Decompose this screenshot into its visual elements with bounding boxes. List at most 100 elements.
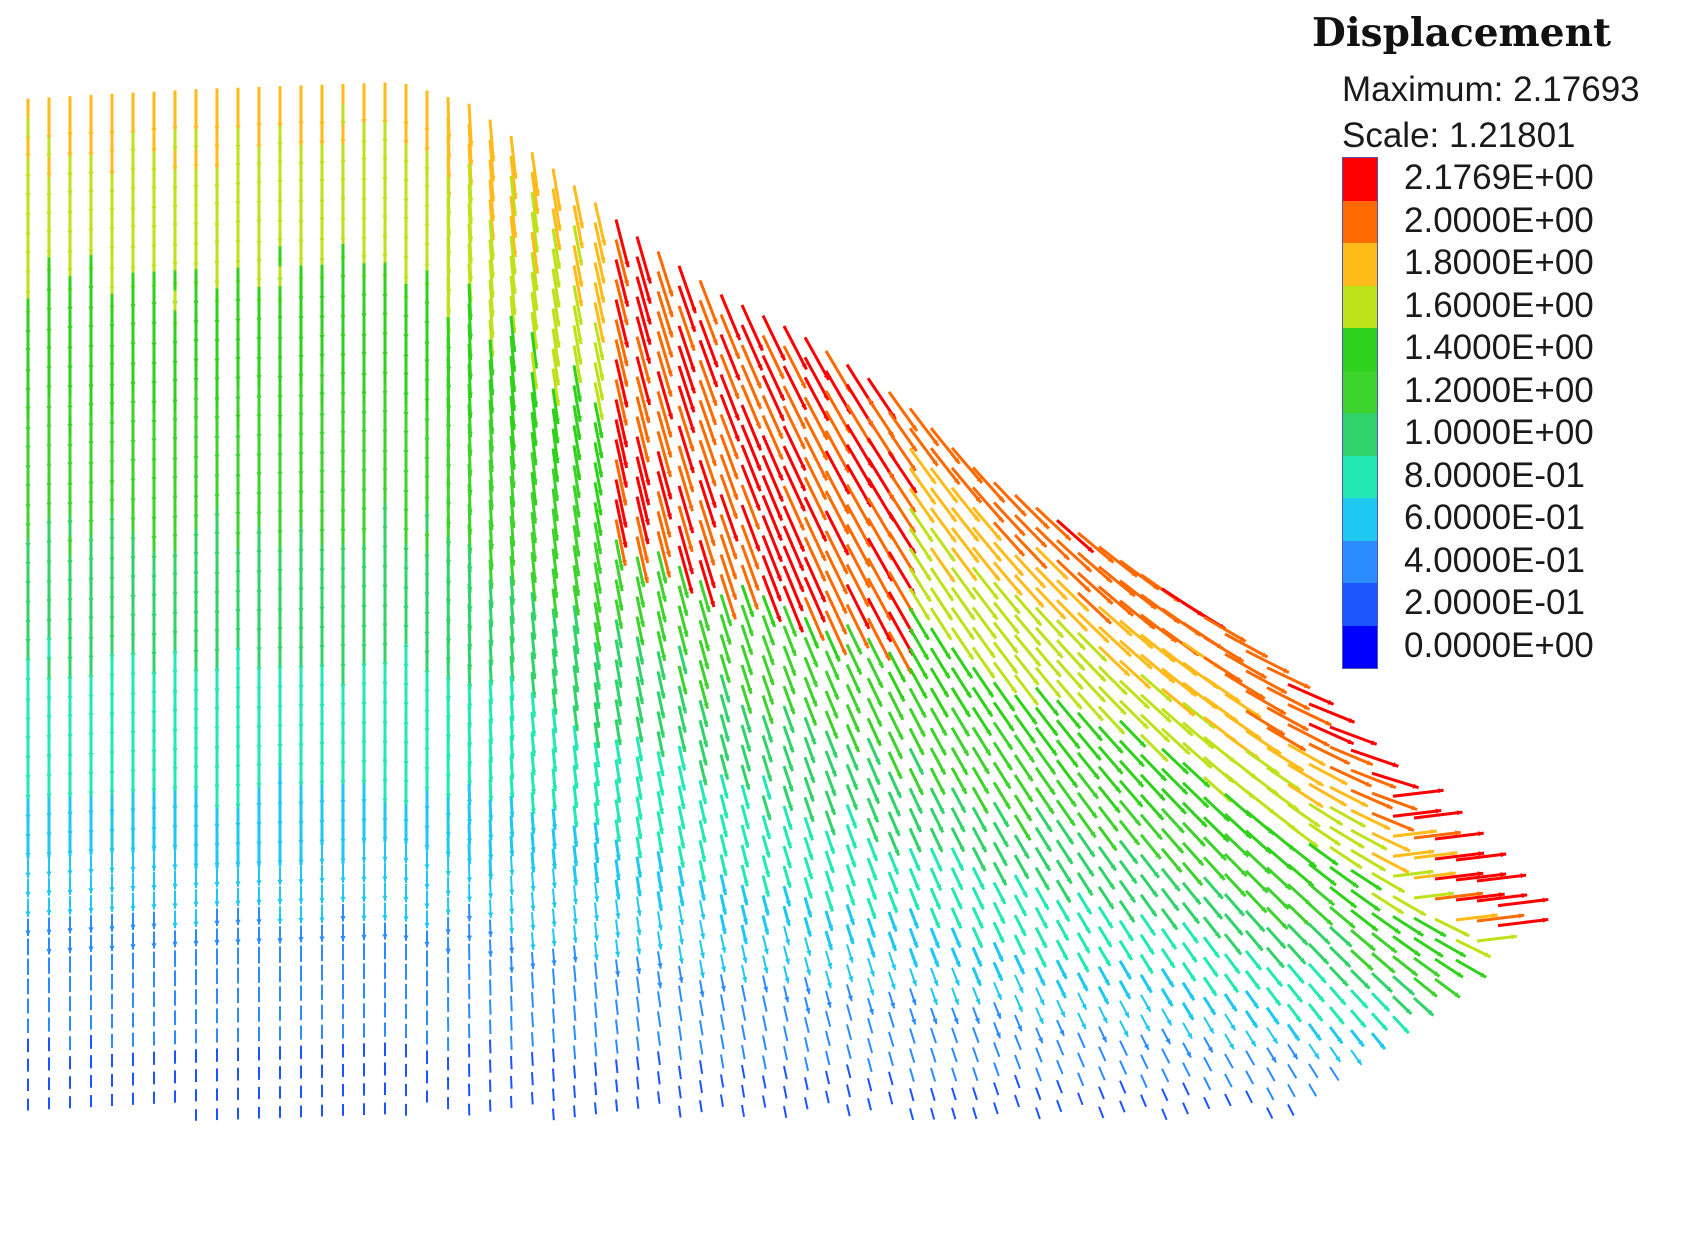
displacement-vector-head <box>466 896 472 902</box>
displacement-vector <box>656 250 674 297</box>
displacement-vector-head <box>530 924 536 931</box>
displacement-vector-head <box>1499 892 1505 898</box>
displacement-vector-head <box>841 607 847 614</box>
displacement-vector-head <box>689 406 695 413</box>
displacement-vector-head <box>235 822 241 829</box>
displacement-vector <box>761 334 785 380</box>
displacement-vector <box>741 984 747 1002</box>
displacement-vector-head <box>1079 643 1085 650</box>
displacement-vector-head <box>710 539 716 546</box>
displacement-vector-head <box>939 788 945 795</box>
displacement-vector <box>1077 1092 1084 1106</box>
displacement-vector-head <box>1033 679 1039 685</box>
displacement-vector <box>488 179 495 222</box>
displacement-vector <box>593 222 606 264</box>
displacement-vector-head <box>488 893 494 899</box>
displacement-vector-head <box>1157 814 1164 820</box>
displacement-vector-head <box>1356 863 1362 869</box>
displacement-vector-head <box>1085 927 1090 934</box>
displacement-vector-head <box>193 882 199 888</box>
displacement-vector-head <box>277 899 283 905</box>
displacement-vector <box>887 531 916 574</box>
displacement-vector <box>929 667 950 698</box>
displacement-vector <box>530 171 540 215</box>
displacement-vector-head <box>982 807 988 814</box>
displacement-vector <box>1182 701 1216 730</box>
displacement-vector <box>656 491 672 538</box>
displacement-vector-head <box>403 819 409 825</box>
displacement-vector <box>887 651 907 683</box>
displacement-vector-head <box>721 966 727 973</box>
displacement-vector-head <box>957 883 963 890</box>
displacement-vector-head <box>214 882 220 888</box>
displacement-vector <box>573 1005 577 1021</box>
displacement-vector <box>1097 765 1122 794</box>
displacement-vector-head <box>1388 967 1395 973</box>
displacement-vector-head <box>660 673 666 680</box>
displacement-vector <box>509 275 517 316</box>
displacement-vector-head <box>954 457 960 464</box>
displacement-vector-head <box>577 358 583 365</box>
displacement-vector-head <box>925 595 931 602</box>
displacement-vector-head <box>805 969 811 976</box>
displacement-vector-head <box>933 980 939 986</box>
displacement-vector-head <box>594 857 600 864</box>
displacement-vector-head <box>1125 650 1131 657</box>
displacement-vector <box>719 293 742 341</box>
displacement-vector-head <box>896 791 901 798</box>
displacement-vector-head <box>776 575 782 582</box>
displacement-vector-head <box>1239 636 1246 642</box>
displacement-vector-head <box>776 615 781 622</box>
displacement-vector-head <box>877 681 883 688</box>
displacement-vector-head <box>755 422 761 429</box>
displacement-vector <box>615 1079 619 1093</box>
displacement-vector-head <box>1106 576 1112 583</box>
displacement-vector-head <box>1316 801 1323 807</box>
displacement-vector-head <box>914 884 920 891</box>
displacement-vector-head <box>576 474 582 481</box>
displacement-vector <box>761 494 783 542</box>
displacement-vector <box>1371 911 1402 935</box>
displacement-vector-head <box>573 860 579 867</box>
displacement-vector <box>887 391 919 432</box>
displacement-vector <box>719 494 739 542</box>
displacement-vector <box>1223 812 1253 840</box>
displacement-vector-head <box>319 780 325 787</box>
displacement-vector-head <box>88 888 94 894</box>
displacement-vector-head <box>1255 964 1262 970</box>
displacement-vector <box>530 212 539 253</box>
displacement-vector-head <box>871 893 877 900</box>
displacement-vector-head <box>598 452 604 459</box>
displacement-vector-head <box>721 947 727 953</box>
displacement-vector <box>804 1057 810 1072</box>
displacement-vector-head <box>926 555 932 562</box>
displacement-vector-head <box>172 903 178 909</box>
displacement-vector <box>509 435 516 470</box>
displacement-vector-head <box>130 944 136 950</box>
displacement-vector-head <box>1326 919 1333 925</box>
displacement-vector-head <box>46 929 52 935</box>
displacement-vector-head <box>973 556 979 563</box>
displacement-vector-head <box>1101 1036 1107 1043</box>
displacement-vector <box>1139 753 1168 782</box>
displacement-vector-head <box>1259 693 1265 699</box>
displacement-vector-head <box>1021 909 1026 916</box>
displacement-vector-head <box>555 320 561 327</box>
displacement-vector-head <box>935 903 941 910</box>
displacement-vector-head <box>1062 954 1068 960</box>
displacement-vector-head <box>930 498 936 505</box>
displacement-vector-head <box>618 585 624 592</box>
displacement-vector-head <box>1365 781 1372 787</box>
displacement-vector-head <box>576 434 582 440</box>
displacement-vector <box>1329 725 1378 746</box>
displacement-vector-head <box>961 787 967 794</box>
displacement-vector-head <box>1402 867 1409 873</box>
displacement-vector <box>929 647 951 680</box>
displacement-vector-head <box>690 387 696 394</box>
displacement-vector-head <box>382 915 388 921</box>
displacement-vector-head <box>1139 741 1146 747</box>
displacement-vector <box>971 626 997 659</box>
displacement-vector <box>489 1019 492 1035</box>
displacement-vector-head <box>622 481 628 488</box>
displacement-vector <box>1371 811 1415 832</box>
